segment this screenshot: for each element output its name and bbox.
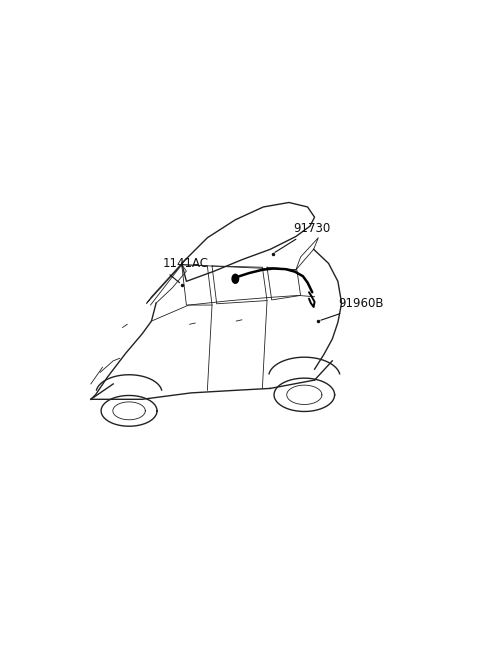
Text: 91730: 91730: [294, 221, 331, 234]
Circle shape: [232, 274, 239, 283]
Text: 1141AC: 1141AC: [163, 257, 209, 270]
Text: 91960B: 91960B: [338, 297, 384, 310]
